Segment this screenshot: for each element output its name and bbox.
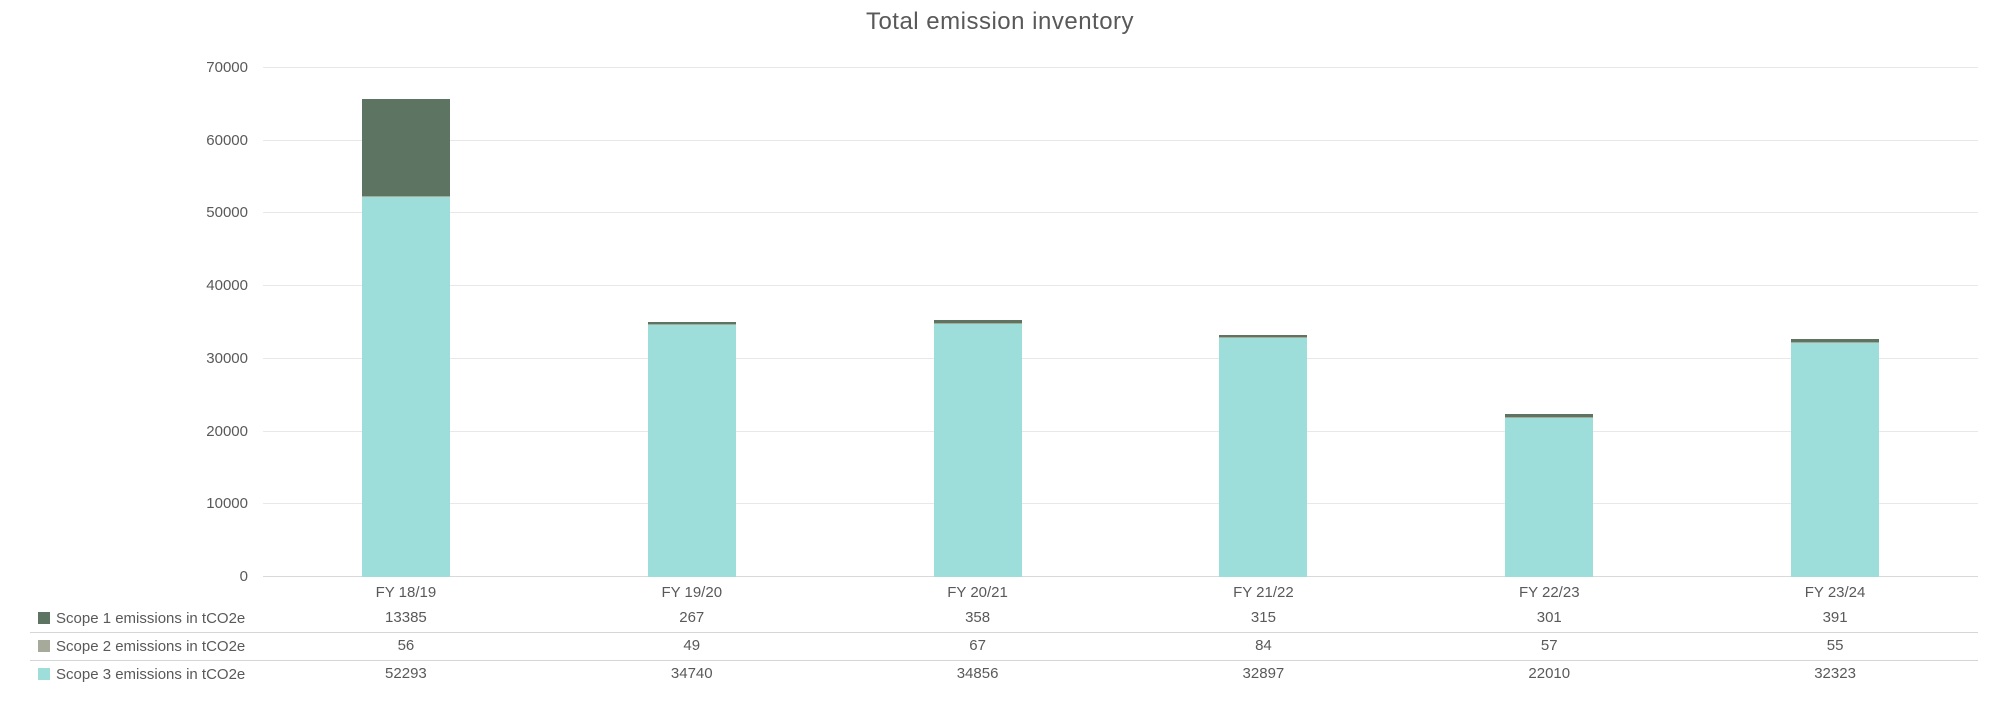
legend-swatch-icon [38,612,50,624]
x-category-label: FY 19/20 [661,584,723,601]
y-tick-label: 20000 [206,422,248,440]
bar-segment-scope-3[interactable] [647,324,736,577]
y-tick-label: 50000 [206,204,248,222]
bar-segment-scope-3[interactable] [361,196,450,577]
y-tick-label: 40000 [206,277,248,295]
x-category-label: FY 23/24 [1804,584,1866,601]
x-category-label: FY 20/21 [947,584,1008,601]
stacked-bar-fy-23-24[interactable] [1791,338,1880,577]
gridline [263,139,1978,141]
stacked-bar-fy-18-19[interactable] [361,99,450,577]
gridline [263,503,1978,505]
table-value: 67 [969,637,986,654]
table-value: 315 [1250,609,1276,626]
table-value: 267 [679,609,705,626]
bar-segment-scope-3[interactable] [1505,416,1594,577]
bar-segment-scope-2[interactable] [1219,337,1308,338]
table-value: 84 [1255,637,1272,654]
legend-label: Scope 1 emissions in tCO2e [56,609,246,627]
stacked-bar-fy-21-22[interactable] [1219,334,1308,577]
y-tick-label: 10000 [206,495,248,513]
x-category-label: FY 22/23 [1518,584,1580,601]
table-row-separator [30,632,1978,633]
y-tick-label: 30000 [206,349,248,367]
legend-item-scope-3[interactable]: Scope 3 emissions in tCO2e [38,660,245,688]
legend-label: Scope 2 emissions in tCO2e [56,637,246,655]
bar-segment-scope-1[interactable] [647,322,736,325]
bar-segment-scope-1[interactable] [1791,338,1880,342]
gridline [263,357,1978,359]
gridline [263,285,1978,287]
gridline [263,430,1978,432]
y-tick-label: 60000 [206,131,248,149]
table-value: 358 [965,609,991,626]
stacked-bar-fy-20-21[interactable] [933,320,1022,577]
x-axis-line [263,576,1978,577]
legend-swatch-icon [38,668,50,680]
table-row-separator [30,660,1978,661]
table-value: 34740 [670,665,713,682]
table-value: 55 [1826,637,1844,654]
table-value: 391 [1822,609,1848,626]
bar-segment-scope-1[interactable] [1219,334,1308,338]
bar-segment-scope-3[interactable] [1219,337,1308,577]
bar-segment-scope-3[interactable] [1791,341,1880,577]
bar-segment-scope-3[interactable] [933,323,1022,577]
table-value: 22010 [1528,665,1571,682]
table-value: 13385 [385,609,427,626]
plot-area [263,67,1978,577]
table-value: 52293 [385,665,427,682]
table-value: 32897 [1242,665,1285,682]
legend-item-scope-1[interactable]: Scope 1 emissions in tCO2e [38,604,245,632]
bar-segment-scope-1[interactable] [933,320,1022,324]
stacked-bar-fy-19-20[interactable] [647,322,736,577]
y-tick-label: 0 [239,568,248,585]
table-value: 57 [1540,637,1558,654]
legend-item-scope-2[interactable]: Scope 2 emissions in tCO2e [38,632,245,660]
bar-segment-scope-1[interactable] [1505,414,1594,417]
y-tick-label: 70000 [206,59,248,76]
stacked-bar-fy-22-23[interactable] [1505,414,1594,577]
gridline [263,67,1978,68]
table-value: 49 [683,637,701,654]
table-value: 56 [397,637,415,654]
table-value: 34856 [956,665,999,682]
table-value: 301 [1536,609,1562,626]
chart-title: Total emission inventory [865,8,1135,35]
legend-label: Scope 3 emissions in tCO2e [56,665,246,683]
table-value: 32323 [1814,665,1856,682]
legend-swatch-icon [38,640,50,652]
gridline [263,212,1978,214]
bar-segment-scope-1[interactable] [361,99,450,197]
x-category-label: FY 21/22 [1233,584,1294,601]
x-category-label: FY 18/19 [375,584,437,601]
